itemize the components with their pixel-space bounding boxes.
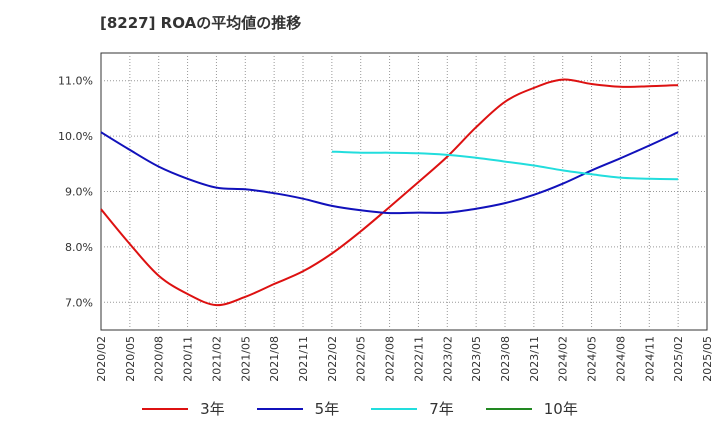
x-tick-labels: 2020/02 2020/05 2020/08 2020/11 2021/02 2021/… (95, 336, 714, 382)
series-line-1 (100, 78, 679, 307)
x-tick-label: 2020/05 (124, 336, 137, 382)
series-layer (100, 78, 679, 307)
x-tick-label: 2024/02 (557, 336, 570, 382)
y-tick-label: 7.0% (65, 296, 93, 309)
x-tick-label: 2022/08 (384, 336, 397, 382)
legend-label: 10年 (543, 400, 578, 418)
legend-item: 10年 (485, 398, 578, 419)
legend-label: 5年 (314, 400, 340, 418)
x-tick-label: 2023/11 (528, 336, 541, 382)
x-tick-label: 2023/08 (499, 336, 512, 382)
series-line-3 (331, 150, 679, 181)
y-tick-labels: 7.0% 8.0% 9.0% 10.0% 11.0% (58, 75, 93, 310)
legend-item: 5年 (256, 398, 340, 419)
x-tick-label: 2023/02 (441, 336, 454, 382)
x-tick-label: 2022/02 (326, 336, 339, 382)
x-tick-label: 2020/11 (182, 336, 195, 382)
y-tick-label: 10.0% (58, 130, 93, 143)
legend-label: 3年 (200, 400, 225, 418)
legend-item: 7年 (371, 398, 454, 419)
legend-item: 3年 (142, 398, 225, 419)
x-tick-label: 2025/02 (672, 336, 685, 382)
x-tick-label: 2025/05 (701, 336, 714, 382)
legend-swatch (371, 407, 418, 410)
x-tick-label: 2020/02 (95, 336, 108, 382)
chart-title: [8227] ROAの平均値の推移 (100, 14, 302, 32)
legend-swatch (256, 407, 303, 410)
y-tick-label: 9.0% (65, 186, 93, 199)
x-tick-label: 2021/05 (239, 336, 252, 382)
x-tick-label: 2024/11 (643, 336, 656, 382)
legend-swatch (142, 407, 189, 410)
x-tick-label: 2022/05 (355, 336, 368, 382)
x-tick-label: 2021/08 (268, 336, 281, 382)
legend-swatch (485, 407, 532, 410)
x-tick-label: 2021/11 (297, 336, 310, 382)
x-tick-label: 2020/08 (153, 336, 166, 382)
legend-label: 7年 (429, 400, 454, 418)
x-tick-label: 2023/05 (470, 336, 483, 382)
x-tick-label: 2024/05 (586, 336, 599, 382)
x-tick-label: 2024/08 (614, 336, 627, 382)
y-tick-label: 11.0% (58, 75, 93, 88)
series-line-2 (100, 131, 679, 215)
x-tick-label: 2022/11 (412, 336, 425, 382)
grid-layer (101, 53, 707, 330)
legend: 3年 5年 7年 10年 (0, 398, 720, 419)
y-tick-label: 8.0% (65, 241, 93, 254)
x-tick-label: 2021/02 (210, 336, 223, 382)
